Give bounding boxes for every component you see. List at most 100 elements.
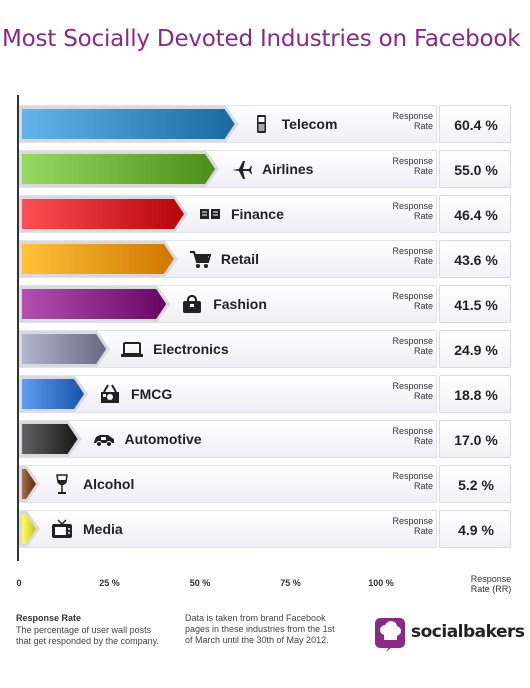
bar-fill — [22, 244, 174, 274]
row-background — [19, 465, 437, 503]
value-label: 46.4 % — [454, 207, 498, 223]
bar-fill — [22, 109, 235, 139]
value-box: 17.0 % — [439, 420, 511, 458]
value-label: 24.9 % — [454, 342, 498, 358]
airplane-icon — [230, 159, 253, 179]
shopping-basket-icon — [99, 384, 121, 404]
x-tick-label: 100 % — [368, 578, 394, 588]
response-rate-caption: Response Rate — [392, 516, 433, 536]
value-box: 43.6 % — [439, 240, 511, 278]
bar-shape — [20, 331, 111, 367]
bar-shape — [20, 511, 40, 547]
bar-shape — [20, 151, 220, 187]
bar-fill — [22, 154, 216, 184]
television-icon — [51, 519, 73, 539]
value-label: 60.4 % — [454, 117, 498, 133]
chart-row-automotive: Automotive Response Rate 17.0 % — [19, 420, 513, 460]
y-axis-line — [17, 95, 19, 561]
value-box: 55.0 % — [439, 150, 511, 188]
response-rate-caption: Response Rate — [392, 426, 433, 446]
row-background — [19, 420, 437, 458]
value-box: 41.5 % — [439, 285, 511, 323]
row-background — [19, 510, 437, 548]
response-rate-caption: Response Rate — [392, 381, 433, 401]
value-box: 4.9 % — [439, 510, 511, 548]
definition-title: Response Rate — [16, 613, 82, 623]
value-label: 55.0 % — [454, 162, 498, 178]
chart-row-fashion: Fashion Response Rate 41.5 % — [19, 285, 513, 325]
source-note: Data is taken from brand Facebook pages … — [185, 613, 335, 645]
bar-shape — [20, 106, 239, 142]
brand-name: socialbakers — [411, 622, 525, 642]
chef-hat-icon — [375, 618, 405, 652]
category-label: Automotive — [124, 431, 202, 447]
category-label: Media — [83, 521, 123, 537]
category-label: Airlines — [262, 161, 314, 177]
bar-media — [19, 510, 41, 548]
response-rate-caption: Response Rate — [392, 336, 433, 356]
bar-telecom — [19, 105, 240, 143]
value-label: 17.0 % — [454, 432, 498, 448]
bar-fill — [22, 199, 184, 229]
chart-row-media: Media Response Rate 4.9 % — [19, 510, 513, 550]
bar-fashion — [19, 285, 171, 323]
bar-electronics — [19, 330, 111, 368]
handbag-icon — [181, 294, 203, 314]
response-rate-caption: Response Rate — [392, 111, 433, 131]
chart-row-airlines: Airlines Response Rate 55.0 % — [19, 150, 513, 190]
socialbakers-logo: socialbakers — [373, 614, 525, 654]
category-label: Finance — [230, 206, 284, 222]
category-label: Alcohol — [83, 476, 135, 492]
chart-row-fmcg: FMCG Response Rate 18.8 % — [19, 375, 513, 415]
category-label: FMCG — [131, 386, 173, 402]
chart-row-retail: Retail Response Rate 43.6 % — [19, 240, 513, 280]
category-label: Electronics — [153, 341, 229, 357]
response-rate-caption: Response Rate — [392, 156, 433, 176]
bar-fill — [22, 334, 107, 364]
bar-shape — [20, 376, 89, 412]
bar-retail — [19, 240, 179, 278]
value-label: 41.5 % — [454, 297, 498, 313]
category-label: Telecom — [281, 116, 338, 132]
bar-airlines — [19, 150, 220, 188]
x-tick-label: 0 — [16, 578, 22, 588]
bar-alcohol — [19, 465, 41, 503]
bar-fill — [22, 289, 167, 319]
value-box: 5.2 % — [439, 465, 511, 503]
value-label: 4.9 % — [458, 522, 494, 538]
value-box: 18.8 % — [439, 375, 511, 413]
bar-fill — [22, 514, 36, 544]
chart-row-telecom: Telecom Response Rate 60.4 % — [19, 105, 513, 145]
bar-fill — [22, 424, 78, 454]
bar-shape — [20, 196, 188, 232]
value-box: 46.4 % — [439, 195, 511, 233]
chart-row-alcohol: Alcohol Response Rate 5.2 % — [19, 465, 513, 505]
chart-row-electronics: Electronics Response Rate 24.9 % — [19, 330, 513, 370]
banknotes-icon — [199, 204, 221, 224]
category-label: Fashion — [213, 296, 267, 312]
laptop-icon — [121, 339, 144, 359]
bar-fill — [22, 469, 36, 499]
x-tick-label: 50 % — [189, 578, 211, 588]
bar-shape — [20, 241, 178, 277]
response-rate-caption: Response Rate — [392, 291, 433, 311]
bar-shape — [20, 421, 82, 457]
value-box: 60.4 % — [439, 105, 511, 143]
value-label: 5.2 % — [458, 477, 494, 493]
shopping-cart-icon — [189, 249, 212, 269]
x-axis-label-line2: Rate (RR) — [470, 584, 512, 594]
response-rate-caption: Response Rate — [392, 201, 433, 221]
x-axis-label-line1: Response — [470, 574, 512, 584]
bar-automotive — [19, 420, 83, 458]
response-rate-caption: Response Rate — [392, 246, 433, 266]
definition-text: The percentage of user wall posts that g… — [16, 625, 159, 646]
bar-fill — [22, 379, 85, 409]
x-tick-label: 25 % — [99, 578, 120, 588]
mobile-phone-icon — [250, 114, 272, 134]
chart-title: Most Socially Devoted Industries on Face… — [2, 26, 521, 52]
response-rate-caption: Response Rate — [392, 471, 433, 491]
bar-shape — [20, 286, 171, 322]
chart-row-finance: Finance Response Rate 46.4 % — [19, 195, 513, 235]
wine-glass-icon — [51, 474, 73, 494]
category-label: Retail — [220, 251, 259, 267]
